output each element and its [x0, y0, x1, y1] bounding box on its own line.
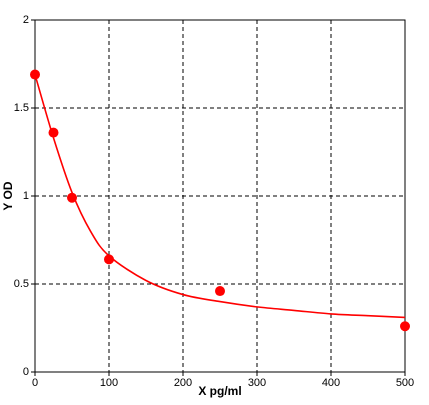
y-tick-label: 0: [23, 366, 29, 378]
data-point: [400, 321, 410, 332]
data-point: [67, 192, 77, 203]
x-tick-label: 100: [100, 377, 118, 389]
data-point: [215, 286, 225, 297]
y-tick-label: 2: [23, 14, 29, 26]
y-axis-title: Y OD: [1, 181, 15, 210]
x-tick-label: 400: [322, 377, 340, 389]
data-point: [104, 254, 114, 265]
fit-curve: [34, 74, 406, 319]
x-tick-label: 500: [396, 377, 414, 389]
y-tick-label: 1: [23, 190, 29, 202]
x-tick-label: 300: [248, 377, 266, 389]
data-point: [48, 127, 59, 138]
y-tick-label: 1.5: [14, 102, 29, 114]
y-tick-label: 0.5: [14, 278, 29, 290]
data-point: [30, 69, 40, 80]
x-axis-title: X pg/ml: [198, 384, 241, 398]
x-tick-label: 200: [174, 377, 192, 389]
x-tick-label: 0: [32, 377, 38, 389]
plot-frame: [34, 19, 406, 373]
